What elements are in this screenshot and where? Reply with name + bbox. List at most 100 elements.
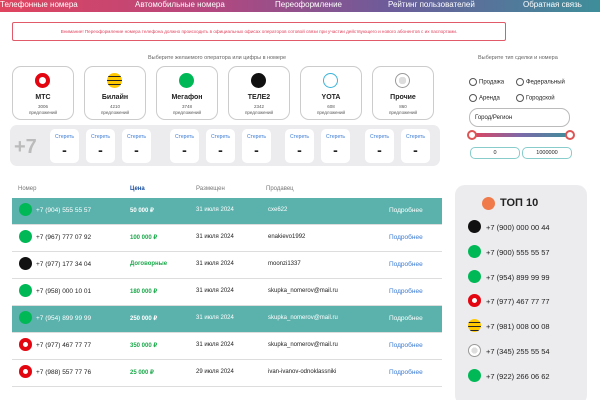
digit-box[interactable]: Стереть - <box>206 129 235 163</box>
top-number: +7 (900) 555 55 57 <box>486 247 550 257</box>
details-link[interactable]: Подробнее <box>389 342 423 349</box>
digit: - <box>182 142 187 158</box>
clear-button[interactable]: Стереть <box>326 134 345 140</box>
clear-button[interactable]: Стереть <box>127 134 146 140</box>
clear-button[interactable]: Стереть <box>247 134 266 140</box>
seller: skupka_nomerov@mail.ru <box>268 315 338 321</box>
operator-icon <box>251 73 266 88</box>
details-link[interactable]: Подробнее <box>389 207 423 214</box>
seller: skupka_nomerov@mail.ru <box>268 342 338 348</box>
slider-knob[interactable] <box>565 130 575 140</box>
top-number: +7 (345) 255 55 54 <box>486 347 550 356</box>
digit-box[interactable]: Стереть - <box>401 129 430 163</box>
operator-name: YOTA <box>321 94 341 101</box>
digit-box[interactable]: Стереть - <box>285 129 314 163</box>
digit-box[interactable]: Стереть - <box>50 129 79 163</box>
details-link[interactable]: Подробнее <box>389 315 423 322</box>
digit: - <box>333 142 338 158</box>
radio-option[interactable]: Федеральный <box>516 78 565 86</box>
nav-item[interactable]: Автомобильные номера <box>135 0 225 9</box>
date: 31 июля 2024 <box>196 234 234 240</box>
radio-option[interactable]: Продажа <box>469 78 504 86</box>
digit-box[interactable]: Стереть - <box>122 129 151 163</box>
table-row[interactable]: +7 (954) 899 99 99 250 000 ₽ 31 июля 2024 s… <box>12 306 442 333</box>
top-number: +7 (981) 008 00 08 <box>486 322 550 332</box>
radio-label: Федеральный <box>526 79 565 86</box>
operator-card[interactable]: МТС 3006 предложений <box>12 66 74 120</box>
table-row[interactable]: +7 (988) 557 77 76 25 000 ₽ 29 июля 2024 iv… <box>12 360 442 387</box>
operator-card[interactable]: Мегафон 3748 предложений <box>156 66 218 120</box>
digit-box[interactable]: Стереть - <box>86 129 115 163</box>
date: 31 июля 2024 <box>196 207 234 213</box>
max-input[interactable]: 1000000 <box>522 147 572 159</box>
nav-item[interactable]: Телефонные номера <box>0 0 78 9</box>
digit: - <box>218 142 223 158</box>
details-link[interactable]: Подробнее <box>389 261 423 268</box>
digit-box[interactable]: Стереть - <box>365 129 394 163</box>
radio-option[interactable]: Аренда <box>469 94 500 102</box>
price: 50 000 ₽ <box>130 208 154 214</box>
operator-icon <box>468 294 481 308</box>
slider-knob[interactable] <box>467 130 477 140</box>
region-select[interactable]: Город/Регион <box>469 108 570 127</box>
operator-card[interactable]: Билайн 4210 предложений <box>84 66 146 120</box>
details-link[interactable]: Подробнее <box>389 369 423 376</box>
details-link[interactable]: Подробнее <box>389 234 423 241</box>
nav-item[interactable]: Рейтинг пользователей <box>388 0 475 9</box>
nav-item[interactable]: Переоформление <box>275 0 342 9</box>
date: 31 июля 2024 <box>196 342 234 348</box>
table-row[interactable]: +7 (977) 467 77 77 350 000 ₽ 31 июля 2024 s… <box>12 333 442 360</box>
radio-circle[interactable] <box>516 78 524 86</box>
phone-number: +7 (988) 557 77 76 <box>36 369 92 376</box>
clear-button[interactable]: Стереть <box>55 134 74 140</box>
operator-card[interactable]: Прочие 860 предложений <box>372 66 434 120</box>
radio-label: Продажа <box>479 79 505 86</box>
date: 31 июля 2024 <box>196 315 234 321</box>
clear-button[interactable]: Стереть <box>406 134 425 140</box>
date: 31 июля 2024 <box>196 288 234 294</box>
seller: enakievo1992 <box>268 234 306 240</box>
nav-item[interactable]: Обратная связь <box>523 0 582 9</box>
price-slider[interactable] <box>472 133 570 137</box>
operator-icon <box>19 257 32 270</box>
operator-unit: предложений <box>28 110 58 115</box>
min-input[interactable]: 0 <box>470 147 520 159</box>
radio-circle[interactable] <box>469 78 477 86</box>
date: 31 июля 2024 <box>196 261 234 267</box>
table-header: Номер <box>18 186 37 192</box>
digit-box[interactable]: Стереть - <box>242 129 271 163</box>
digit-box[interactable]: Стереть - <box>170 129 199 163</box>
operator-icon <box>19 230 32 243</box>
digit-box[interactable]: Стереть - <box>321 129 350 163</box>
operator-count: 860 <box>399 104 407 109</box>
clear-button[interactable]: Стереть <box>211 134 230 140</box>
operator-card[interactable]: YOTA 608 предложений <box>300 66 362 120</box>
radio-circle[interactable] <box>516 94 524 102</box>
table-row[interactable]: +7 (967) 777 07 92 100 000 ₽ 31 июля 2024 e… <box>12 225 442 252</box>
seller: skupka_nomerov@mail.ru <box>268 288 338 294</box>
operator-count: 3006 <box>37 104 48 109</box>
digit: - <box>98 142 103 158</box>
operator-icon <box>179 73 194 88</box>
nav-bar: Телефонные номера Автомобильные номера Пер… <box>0 0 600 12</box>
operator-count: 608 <box>327 104 335 109</box>
clear-button[interactable]: Стереть <box>91 134 110 140</box>
table-row[interactable]: +7 (904) 555 55 57 50 000 ₽ 31 июля 2024 сx… <box>12 198 442 225</box>
table-row[interactable]: +7 (958) 000 10 01 180 000 ₽ 31 июля 2024 s… <box>12 279 442 306</box>
prefix: +7 <box>14 136 37 158</box>
operator-icon <box>19 311 32 324</box>
top-number: +7 (922) 266 06 62 <box>486 371 550 381</box>
clear-button[interactable]: Стереть <box>175 134 194 140</box>
clear-button[interactable]: Стереть <box>370 134 389 140</box>
radio-option[interactable]: Городской <box>516 94 555 102</box>
price: 25 000 ₽ <box>130 370 154 376</box>
radio-circle[interactable] <box>469 94 477 102</box>
operator-card[interactable]: ТЕЛЕ2 2342 предложений <box>228 66 290 120</box>
clear-button[interactable]: Стереть <box>290 134 309 140</box>
filter-caption: Выберите тип сделки и номера <box>478 55 558 61</box>
table-row[interactable]: +7 (977) 177 34 04 Договорные 31 июля 2024… <box>12 252 442 279</box>
details-link[interactable]: Подробнее <box>389 288 423 295</box>
